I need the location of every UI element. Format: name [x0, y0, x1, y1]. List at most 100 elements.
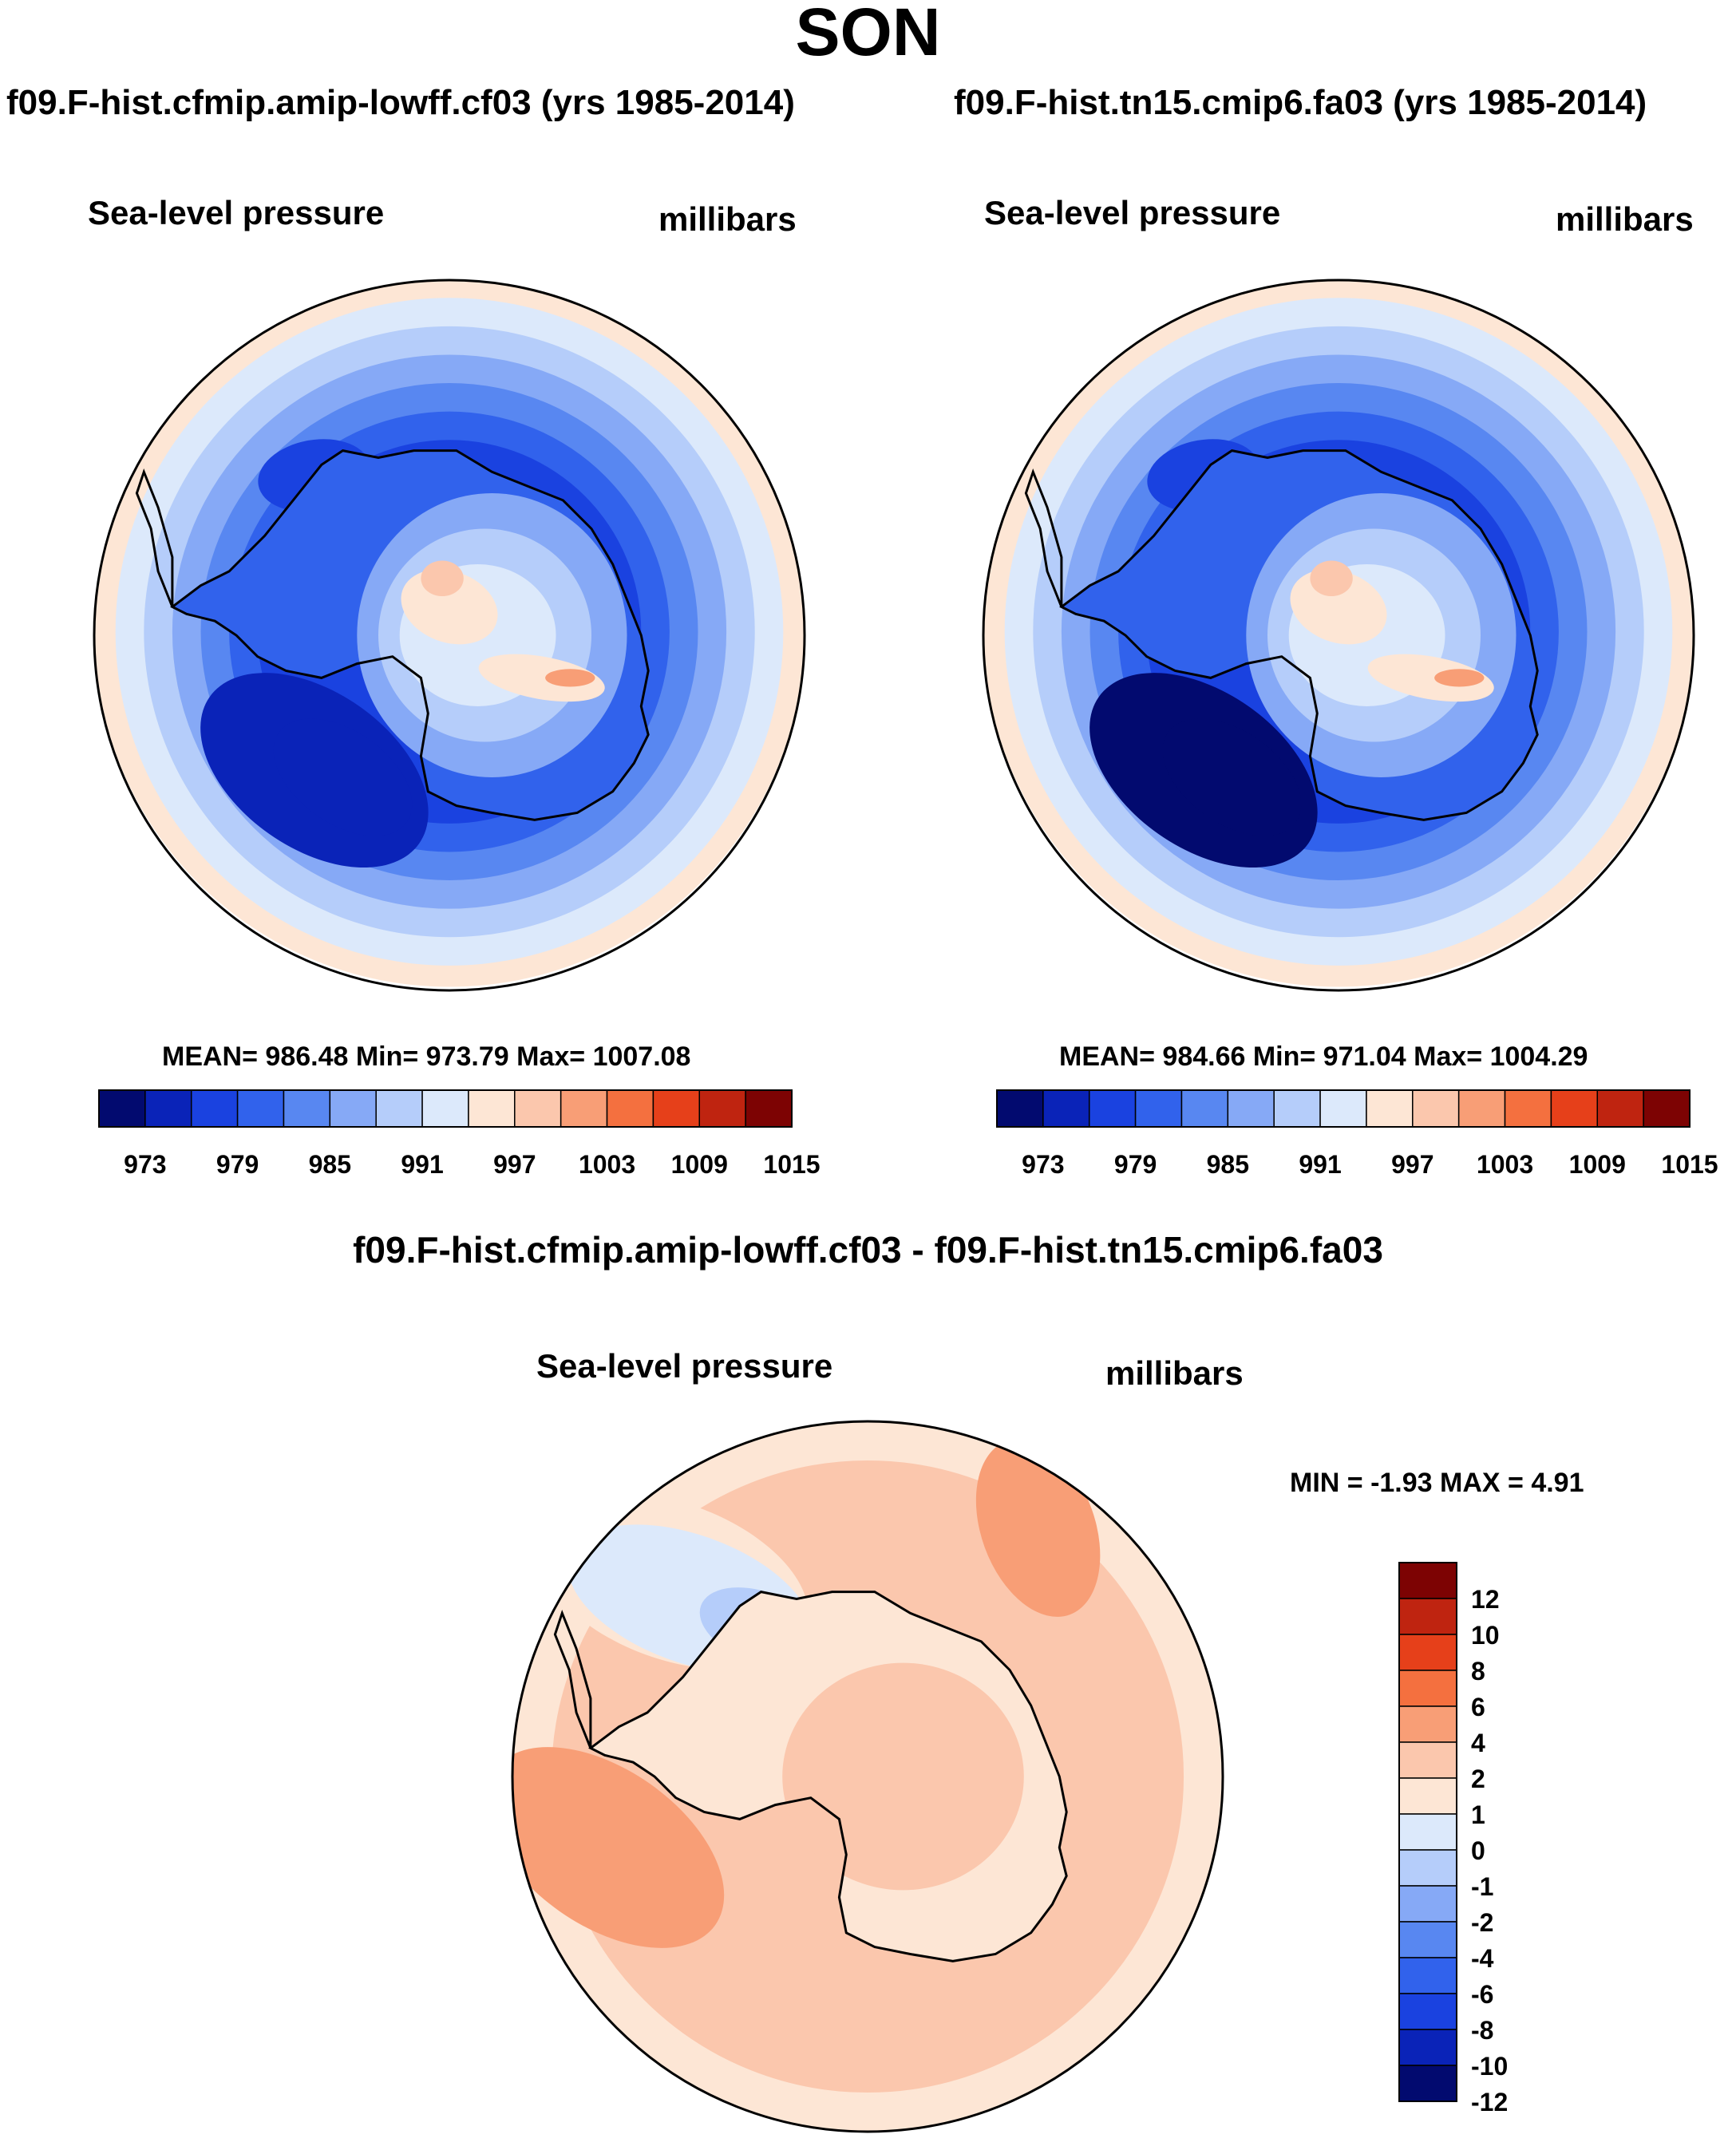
colorbar-box: [1504, 1089, 1552, 1128]
colorbar-box: [144, 1089, 192, 1128]
diff-colorbar-box: [1398, 1741, 1457, 1779]
diff-variable: Sea-level pressure: [536, 1347, 833, 1385]
colorbar-box: [1227, 1089, 1275, 1128]
colorbar-box: [606, 1089, 654, 1128]
diff-colorbar-box: [1398, 1705, 1457, 1743]
diff-coastline: [588, 1591, 1068, 1962]
colorbar-tick-label: 997: [1391, 1150, 1433, 1179]
diff-colorbar-tick-label: 10: [1471, 1621, 1500, 1650]
diff-colorbar-box: [1398, 1670, 1457, 1707]
map-border: [93, 279, 806, 992]
colorbar-tick-label: 991: [401, 1150, 443, 1179]
diff-colorbar-tick-label: 6: [1471, 1693, 1485, 1721]
diff-colorbar-tick-label: -6: [1471, 1980, 1493, 2009]
diff-continent-2: [782, 1662, 1024, 1891]
colorbar-tick-label: 973: [1022, 1150, 1064, 1179]
colorbar-box: [98, 1089, 146, 1128]
colorbar-tick-label: 979: [216, 1150, 259, 1179]
slp-high-1: [421, 560, 464, 597]
coastline: [1059, 449, 1539, 821]
colorbar-box: [1134, 1089, 1183, 1128]
colorbar-0: 973 979 985 991 997 1003 1009 1015: [98, 1089, 821, 1179]
colorbar-tick-label: 985: [1207, 1150, 1249, 1179]
diff-peninsula-coastline: [553, 1609, 592, 1749]
slp-high-1: [1310, 560, 1353, 597]
diff-colorbar-box: [1398, 1598, 1457, 1635]
slp-map-1: [983, 280, 1694, 987]
colorbar-box: [190, 1089, 239, 1128]
panel-right-title: f09.F-hist.tn15.cmip6.fa03 (yrs 1985-201…: [954, 83, 1647, 122]
panel-left-title: f09.F-hist.cfmip.amip-lowff.cf03 (yrs 19…: [6, 83, 795, 122]
panel-right-units: millibars: [1556, 200, 1694, 238]
colorbar-box: [1319, 1089, 1367, 1128]
colorbar-box: [329, 1089, 377, 1128]
colorbar-tick-label: 1015: [763, 1150, 820, 1179]
colorbar-box: [560, 1089, 608, 1128]
diff-colorbar-tick-label: -4: [1471, 1944, 1494, 1973]
colorbar-box: [745, 1089, 793, 1128]
diff-units: millibars: [1105, 1354, 1244, 1392]
slp-low-core: [1162, 718, 1302, 836]
colorbar-frame: [996, 1089, 1691, 1128]
diff-map: [512, 1421, 1223, 2132]
colorbar-tick-label: 1003: [579, 1150, 635, 1179]
panel-right-variable: Sea-level pressure: [984, 194, 1281, 231]
colorbar-box: [996, 1089, 1044, 1128]
panel-left-stats: MEAN= 986.48 Min= 973.79 Max= 1007.08: [162, 1041, 691, 1072]
colorbar-box: [1366, 1089, 1414, 1128]
colorbar-1: 973 979 985 991 997 1003 1009 1015: [996, 1089, 1718, 1179]
colorbar-box: [514, 1089, 562, 1128]
diff-colorbar-box: [1398, 1777, 1457, 1815]
diff-colorbar-box: [1398, 1849, 1457, 1887]
colorbar-tick-label: 1009: [1569, 1150, 1626, 1179]
diff-colorbar-box: [1398, 1813, 1457, 1851]
colorbar-box: [1412, 1089, 1460, 1128]
colorbar-tick-label: 1003: [1477, 1150, 1533, 1179]
diff-colorbar-box: [1398, 2029, 1457, 2066]
peninsula-coastline: [1024, 468, 1063, 607]
slp-map-0: [94, 280, 805, 987]
diff-colorbar-box: [1398, 1993, 1457, 2030]
diff-colorbar-box: [1398, 1921, 1457, 1958]
peninsula-coastline: [135, 468, 174, 607]
slp-plateau-5: [478, 654, 605, 702]
panel-left-variable: Sea-level pressure: [88, 194, 385, 231]
colorbar-tick-label: 979: [1114, 1150, 1157, 1179]
diff-colorbar-tick-label: 1: [1471, 1800, 1485, 1829]
figure-title: SON: [795, 0, 941, 69]
colorbar-box: [236, 1089, 285, 1128]
colorbar-box: [1457, 1089, 1506, 1128]
slp-high-2: [545, 669, 595, 687]
colorbar-box: [1042, 1089, 1090, 1128]
diff-colorbar-tick-label: -10: [1471, 2052, 1508, 2081]
colorbar-box: [1180, 1089, 1229, 1128]
colorbar-box: [1088, 1089, 1137, 1128]
diff-colorbar-box: [1398, 1957, 1457, 1994]
diff-map-border: [511, 1420, 1224, 2133]
diff-colorbar-box: [1398, 1634, 1457, 1671]
colorbar-box: [375, 1089, 423, 1128]
diff-colorbar-tick-label: -12: [1471, 2088, 1508, 2116]
diff-colorbar-tick-label: 2: [1471, 1765, 1485, 1793]
diff-colorbar-tick-label: -8: [1471, 2016, 1493, 2045]
colorbar-box: [468, 1089, 516, 1128]
diff-colorbar-box: [1398, 1562, 1457, 1599]
panel-right-stats: MEAN= 984.66 Min= 971.04 Max= 1004.29: [1059, 1041, 1588, 1072]
diff-colorbar-tick-label: -1: [1471, 1872, 1493, 1901]
diff-colorbar-tick-label: -2: [1471, 1908, 1493, 1937]
diff-colorbar-tick-label: 8: [1471, 1657, 1485, 1686]
map-border: [982, 279, 1695, 992]
diff-colorbar-frame: [1398, 1562, 1457, 2102]
colorbar-tick-label: 1009: [671, 1150, 728, 1179]
colorbar-tick-label: 985: [309, 1150, 351, 1179]
colorbar-frame: [98, 1089, 793, 1128]
diff-colorbar-box: [1398, 1885, 1457, 1923]
diff-colorbar-box: [1398, 2065, 1457, 2102]
colorbar-tick-label: 1015: [1661, 1150, 1718, 1179]
slp-high-2: [1434, 669, 1485, 687]
panel-left-units: millibars: [658, 200, 797, 238]
diff-title: f09.F-hist.cfmip.amip-lowff.cf03 - f09.F…: [353, 1229, 1383, 1271]
colorbar-box: [1596, 1089, 1644, 1128]
